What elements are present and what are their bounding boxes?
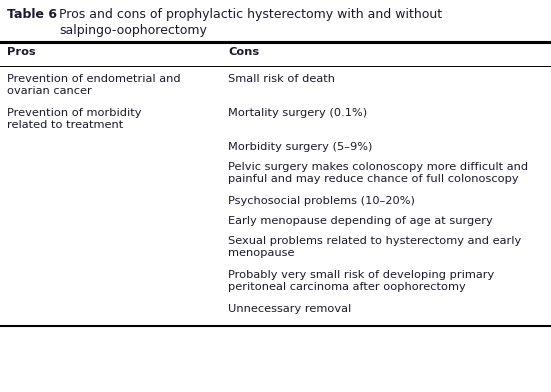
Text: Prevention of morbidity
related to treatment: Prevention of morbidity related to treat… (7, 108, 142, 131)
Text: Table 6: Table 6 (7, 8, 57, 21)
Text: Probably very small risk of developing primary
peritoneal carcinoma after oophor: Probably very small risk of developing p… (228, 270, 494, 292)
Text: Morbidity surgery (5–9%): Morbidity surgery (5–9%) (228, 142, 372, 152)
Text: Mortality surgery (0.1%): Mortality surgery (0.1%) (228, 108, 367, 118)
Text: Pros and cons of prophylactic hysterectomy with and without
salpingo-oophorectom: Pros and cons of prophylactic hysterecto… (59, 8, 442, 37)
Text: Prevention of endometrial and
ovarian cancer: Prevention of endometrial and ovarian ca… (7, 74, 181, 96)
Text: Pelvic surgery makes colonoscopy more difficult and
painful and may reduce chanc: Pelvic surgery makes colonoscopy more di… (228, 162, 528, 184)
Text: Sexual problems related to hysterectomy and early
menopause: Sexual problems related to hysterectomy … (228, 236, 521, 258)
Text: Unnecessary removal: Unnecessary removal (228, 304, 351, 314)
Text: Psychosocial problems (10–20%): Psychosocial problems (10–20%) (228, 196, 415, 206)
Text: Cons: Cons (228, 47, 259, 57)
Text: Early menopause depending of age at surgery: Early menopause depending of age at surg… (228, 216, 493, 226)
Text: Pros: Pros (7, 47, 36, 57)
Text: Small risk of death: Small risk of death (228, 74, 335, 84)
